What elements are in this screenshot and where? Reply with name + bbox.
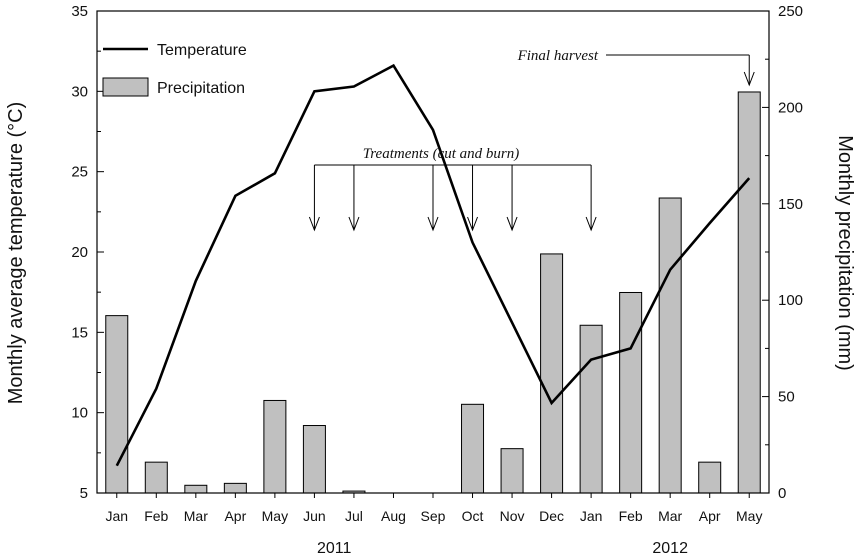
year-label: 2011 (317, 540, 352, 557)
x-tick-label: Oct (462, 508, 484, 524)
precipitation-bar (223, 482, 247, 494)
right-tick-label: 200 (778, 99, 803, 116)
temperature-line (115, 63, 751, 467)
right-axis-ticks: 0 50 100 150 200 250 (762, 3, 803, 502)
year-labels: 2011 2012 (317, 540, 688, 557)
precipitation-bar (658, 197, 682, 494)
x-tick-label: Mar (658, 508, 682, 524)
precipitation-bars (105, 91, 761, 494)
y-axis-left-title: Monthly average temperature (°C) (5, 102, 27, 405)
left-tick-label: 35 (71, 3, 88, 20)
precipitation-bar (540, 253, 564, 494)
left-tick-label: 30 (71, 83, 88, 100)
treatment-arrow-head (506, 216, 518, 232)
precipitation-bar (698, 461, 722, 494)
precipitation-bar (105, 315, 129, 494)
x-tick-label: Dec (539, 508, 564, 524)
legend-precipitation-label: Precipitation (157, 80, 245, 97)
x-tick-label: Feb (144, 508, 168, 524)
x-tick-label: Mar (184, 508, 208, 524)
x-axis-ticks: Jan Feb Mar Apr May Jun Jul Aug Sep Oct Nov Dec Jan F… (105, 493, 762, 524)
treatment-arrow-head (585, 216, 597, 232)
left-axis-ticks: 5 10 15 20 25 30 35 (71, 3, 104, 502)
treatment-arrow-head (427, 216, 439, 232)
x-tick-label: Jan (580, 508, 603, 524)
x-tick-label: Aug (381, 508, 406, 524)
legend-temperature-label: Temperature (157, 42, 247, 59)
left-tick-label: 10 (71, 405, 88, 422)
y-axis-right-title: Monthly precipitation (mm) (834, 135, 856, 371)
precipitation-bar (184, 484, 208, 494)
legend: Temperature Precipitation (102, 42, 247, 97)
x-tick-label: Jul (345, 508, 363, 524)
x-tick-label: Nov (500, 508, 525, 524)
precipitation-bar (302, 425, 326, 494)
precipitation-bar (500, 448, 524, 494)
precipitation-bar (619, 291, 643, 494)
precipitation-bar (461, 403, 485, 494)
right-tick-label: 0 (778, 485, 786, 502)
x-tick-label: Apr (699, 508, 721, 524)
x-tick-label: Sep (421, 508, 446, 524)
left-tick-label: 20 (71, 244, 88, 261)
final-harvest-arrow-head (743, 71, 755, 87)
treatments-annotation: Treatments (cut and burn) (363, 146, 520, 162)
x-tick-label: Apr (224, 508, 246, 524)
final-harvest-arrow (606, 54, 755, 87)
temperature-line-group (115, 63, 751, 467)
treatments-bracket (308, 164, 597, 232)
right-tick-label: 50 (778, 389, 795, 406)
precipitation-bar (579, 324, 603, 494)
left-tick-label: 5 (80, 485, 88, 502)
precipitation-bar (737, 91, 761, 494)
x-tick-label: May (262, 508, 288, 524)
final-harvest-annotation: Final harvest (517, 48, 599, 64)
x-tick-label: Feb (619, 508, 643, 524)
precipitation-bar (144, 461, 168, 494)
year-label: 2012 (652, 540, 688, 557)
left-tick-label: 15 (71, 324, 88, 341)
right-tick-label: 250 (778, 3, 803, 20)
treatment-arrow-head (467, 216, 478, 232)
annotations: Treatments (cut and burn) Final harvest (308, 48, 755, 232)
x-tick-label: May (736, 508, 762, 524)
treatment-arrow-head (308, 216, 320, 232)
right-tick-label: 100 (778, 292, 803, 309)
left-tick-label: 25 (71, 164, 88, 181)
x-tick-label: Jun (303, 508, 326, 524)
precipitation-bar (263, 399, 287, 494)
right-tick-label: 150 (778, 196, 803, 213)
treatment-arrow-head (348, 216, 360, 232)
legend-precipitation-swatch (102, 77, 149, 97)
x-tick-label: Jan (105, 508, 128, 524)
